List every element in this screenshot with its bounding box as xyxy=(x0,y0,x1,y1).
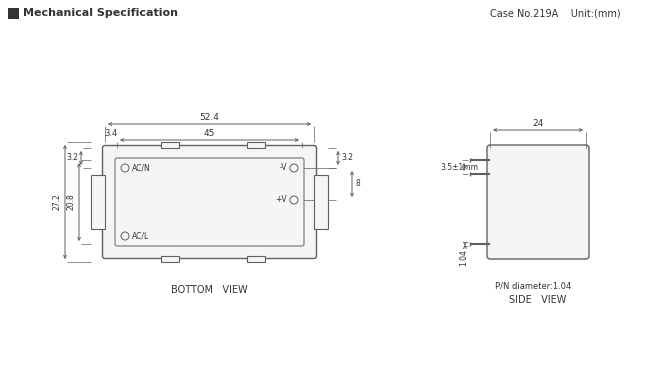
FancyBboxPatch shape xyxy=(487,145,589,259)
Bar xyxy=(161,256,179,262)
Text: 27.2: 27.2 xyxy=(52,194,61,210)
Text: Mechanical Specification: Mechanical Specification xyxy=(23,9,178,18)
Text: 3.2: 3.2 xyxy=(66,153,78,162)
Text: SIDE   VIEW: SIDE VIEW xyxy=(509,295,567,305)
Text: BOTTOM   VIEW: BOTTOM VIEW xyxy=(172,285,248,295)
Text: 52.4: 52.4 xyxy=(200,112,220,121)
Text: -V: -V xyxy=(279,164,287,173)
Bar xyxy=(314,175,328,229)
Text: 3.5±1mm: 3.5±1mm xyxy=(440,162,478,172)
Text: +V: +V xyxy=(275,196,287,204)
Text: 24: 24 xyxy=(533,118,543,127)
Text: 3.2: 3.2 xyxy=(341,153,353,162)
Text: 1.04: 1.04 xyxy=(460,250,468,267)
Bar xyxy=(247,142,265,148)
Bar xyxy=(161,142,179,148)
Bar xyxy=(91,175,105,229)
Text: Case No.219A    Unit:(mm): Case No.219A Unit:(mm) xyxy=(490,9,620,18)
Text: P/N diameter:1.04: P/N diameter:1.04 xyxy=(495,282,571,291)
FancyBboxPatch shape xyxy=(103,146,316,259)
Text: 20.8: 20.8 xyxy=(66,194,75,210)
Text: AC/N: AC/N xyxy=(132,164,151,173)
Text: 3.4: 3.4 xyxy=(105,129,118,138)
Bar xyxy=(8,8,19,19)
Bar xyxy=(247,256,265,262)
Text: AC/L: AC/L xyxy=(132,231,149,241)
Text: 45: 45 xyxy=(204,129,215,138)
FancyBboxPatch shape xyxy=(115,158,304,246)
Text: 8: 8 xyxy=(356,179,360,188)
